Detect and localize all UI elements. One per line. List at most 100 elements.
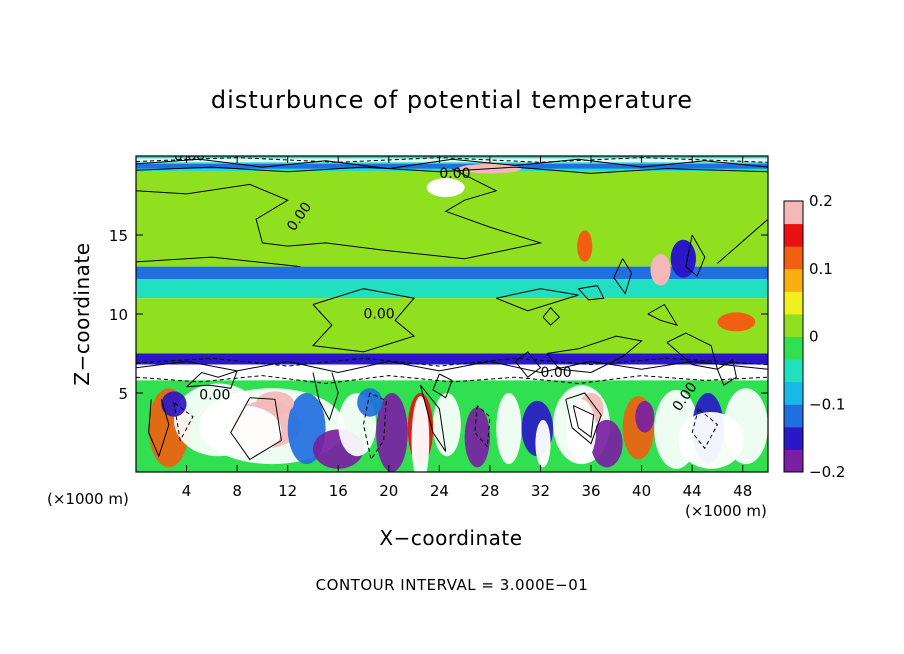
colorbar-tick-label: 0.2 (809, 192, 833, 210)
contour-line (230, 397, 282, 461)
x-unit-left: (×1000 m) (47, 490, 129, 508)
x-tick-label: 32 (531, 482, 550, 500)
field-patch (433, 393, 461, 457)
colorbar-swatch (784, 201, 803, 225)
contour-line (136, 256, 301, 268)
colorbar-tick-label: 0.1 (809, 260, 833, 278)
x-tick-label: 12 (278, 482, 297, 500)
field-patch (376, 393, 408, 472)
colorbar-tick-label: −0.2 (809, 463, 845, 481)
field-patch (464, 407, 490, 468)
contour-label: 0.00 (540, 365, 571, 381)
contour-line (312, 372, 339, 422)
contour-line-negative (362, 392, 387, 461)
contour-line (311, 288, 416, 353)
contour-label: 0.00 (439, 166, 470, 182)
y-tick-label: 15 (109, 227, 128, 245)
x-tick-label: 24 (430, 482, 449, 500)
contour-line (613, 258, 633, 295)
contour-label: 0.00 (364, 307, 395, 323)
x-axis-label: X−coordinate (379, 526, 523, 550)
contour-label: 0.60 (174, 149, 205, 165)
field-stripe (136, 163, 768, 169)
field-core (565, 399, 597, 463)
contour-line-negative (136, 357, 768, 367)
field-patch (496, 393, 522, 465)
field-stripe (136, 156, 768, 159)
colorbar-swatch (784, 426, 803, 450)
contour-line (136, 166, 768, 174)
colorbar-swatch (784, 246, 803, 270)
contour-line (186, 370, 238, 389)
x-tick-label: 48 (733, 482, 752, 500)
x-axis: 4 8 12 16 20 24 28 32 36 40 44 48 (182, 156, 752, 500)
field-patch (635, 400, 655, 433)
x-unit-right: (×1000 m) (685, 502, 767, 520)
field-patch (591, 419, 623, 468)
contour-line-negative (173, 402, 194, 442)
x-tick-label: 20 (379, 482, 398, 500)
contour-line (136, 168, 543, 260)
colorbar-swatch (784, 291, 803, 315)
contour-line (496, 288, 579, 312)
x-tick-label: 36 (581, 482, 600, 500)
chart-title: disturbunce of potential temperature (210, 86, 694, 114)
contour-line (565, 392, 602, 445)
field-band (136, 353, 768, 365)
contour-line-negative (136, 375, 768, 385)
field-band (136, 266, 768, 280)
colorbar-swatch (784, 223, 803, 247)
contour-line (432, 373, 453, 399)
contour-line (647, 303, 679, 326)
field-patch (357, 388, 383, 417)
contour-line (136, 158, 768, 170)
contour-line (666, 332, 719, 370)
colorbar-swatch (784, 449, 803, 473)
contour-interval-note: CONTOUR INTERVAL = 3.000E−01 (315, 576, 589, 594)
field-core (411, 396, 430, 472)
contour-line (546, 335, 643, 374)
contour-line (717, 218, 768, 264)
colorbar-swatch (784, 313, 803, 337)
field-core (205, 405, 282, 457)
colorbar-swatch (784, 404, 803, 428)
field-core (678, 411, 744, 469)
x-tick-label: 16 (329, 482, 348, 500)
contour-line (148, 399, 170, 458)
field-band (136, 279, 768, 299)
colorbar-frame (783, 200, 804, 473)
field-patch (717, 312, 756, 332)
colorbar-swatch (784, 336, 803, 360)
x-tick-label: 40 (632, 482, 651, 500)
y-axis: 5 10 15 (109, 227, 768, 403)
x-tick-label: 4 (182, 482, 192, 500)
colorbar-tick-label: −0.1 (809, 395, 845, 413)
contour-line (542, 306, 561, 326)
colorbar-tick-label: 0 (809, 328, 819, 346)
contour-line-negative (691, 408, 719, 450)
colorbar-swatch (784, 359, 803, 383)
x-tick-label: 8 (232, 482, 242, 500)
colorbar: 0.2 0.1 0 −0.1 −0.2 (783, 192, 845, 481)
x-tick-label: 28 (480, 482, 499, 500)
y-axis-label: Z−coordinate (70, 242, 94, 386)
field-patch (256, 391, 294, 416)
colorbar-swatch (784, 381, 803, 405)
contour-line (572, 405, 595, 439)
field-patch (426, 178, 465, 198)
x-tick-label: 44 (683, 482, 702, 500)
field-stripe (136, 157, 768, 163)
field-core (535, 419, 551, 468)
heatmap-field (136, 156, 768, 472)
colorbar-swatch (784, 268, 803, 292)
field-band (136, 364, 768, 381)
contour-line (578, 285, 605, 301)
contour-line (685, 234, 706, 277)
contour-line (419, 384, 447, 452)
y-tick-label: 5 (118, 385, 128, 403)
contour-line (514, 351, 542, 378)
contour-label: 0.00 (199, 387, 230, 403)
field-patch (650, 253, 671, 286)
y-tick-label: 10 (109, 306, 128, 324)
